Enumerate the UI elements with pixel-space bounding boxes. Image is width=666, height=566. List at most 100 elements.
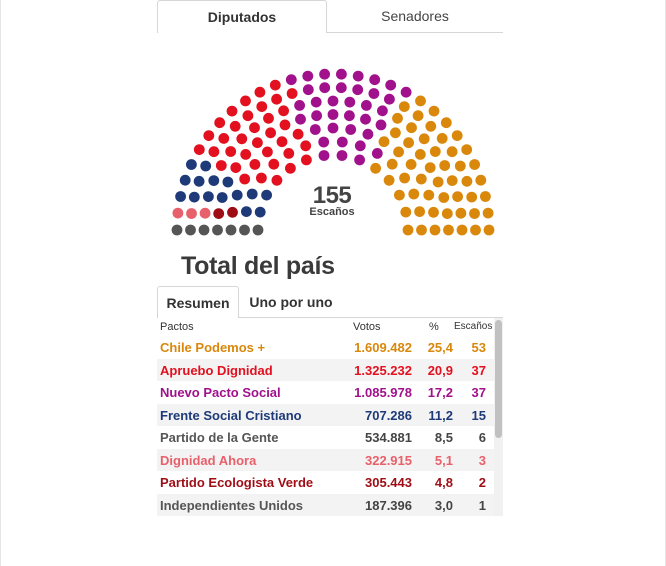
seat-dot — [443, 224, 454, 236]
seat-dot — [269, 79, 281, 91]
seat-dot — [200, 160, 212, 172]
seats-value: 53 — [471, 340, 486, 355]
seat-dot — [193, 144, 205, 156]
seats-value: 3 — [478, 452, 486, 468]
seat-dot — [249, 122, 260, 134]
seat-dot — [268, 158, 280, 170]
seats-value: 2 — [478, 475, 486, 490]
seat-dot — [310, 96, 322, 108]
pct-value: 25,4 — [427, 340, 453, 355]
seat-dot — [436, 133, 448, 144]
votes-value: 534.881 — [365, 430, 412, 445]
seat-dot — [227, 206, 238, 218]
seat-dot — [263, 112, 274, 124]
votes-value: 1.609.482 — [354, 340, 412, 355]
tab-diputados[interactable]: Diputados — [157, 0, 327, 33]
seat-dot — [327, 122, 339, 134]
seat-dot — [441, 208, 453, 220]
seat-dot — [371, 148, 383, 159]
tab-uno-por-uno[interactable]: Uno por uno — [249, 294, 333, 310]
votes-value: 322.915 — [365, 452, 412, 468]
seat-dot — [185, 224, 196, 236]
header-pct: % — [429, 321, 439, 333]
seat-dot — [354, 140, 366, 152]
pct-value: 11,2 — [428, 407, 453, 423]
seat-dot — [179, 174, 191, 186]
pct-value: 17,2 — [427, 385, 453, 400]
seat-dot — [301, 154, 312, 166]
seat-dot — [276, 136, 288, 148]
seat-dot — [446, 146, 458, 158]
seat-dot — [428, 105, 440, 117]
seat-dot — [414, 206, 425, 218]
seat-dot — [319, 82, 331, 94]
seat-dot — [425, 120, 437, 132]
seat-dot — [394, 189, 405, 201]
seat-dot — [399, 172, 410, 184]
left-frame-border — [0, 0, 1, 566]
tab-senadores[interactable]: Senadores — [327, 0, 503, 33]
seat-dot — [369, 74, 381, 86]
seat-dot — [428, 206, 439, 218]
seat-dot — [480, 191, 491, 202]
seat-dot — [208, 175, 220, 187]
seat-dot — [408, 188, 420, 200]
pct-value: 20,9 — [427, 362, 453, 378]
tab-resumen[interactable]: Resumen — [157, 286, 239, 318]
seat-dot — [271, 93, 282, 105]
seat-dot — [466, 191, 478, 203]
header-pactos: Pactos — [160, 321, 194, 333]
seat-dot — [416, 224, 427, 236]
seat-dot — [286, 88, 298, 99]
seat-dot — [424, 162, 436, 174]
seat-dot — [327, 109, 339, 120]
table-body: Chile Podemos + 1.609.482 25,4 53 Apruebo Di… — [157, 336, 494, 516]
seat-dot — [252, 137, 263, 149]
seat-dot — [414, 149, 426, 160]
seat-dot — [398, 101, 410, 112]
seat-dot — [300, 140, 312, 152]
seat-dot — [454, 160, 466, 172]
hemicycle-seat-chart — [171, 68, 495, 236]
seat-dot — [186, 208, 197, 219]
seat-dot — [412, 110, 424, 122]
seat-dot — [360, 113, 371, 125]
seat-dot — [222, 176, 234, 188]
scrollbar-thumb[interactable] — [495, 320, 502, 438]
seat-dot — [171, 224, 183, 236]
seat-dot — [469, 159, 480, 170]
seat-dot — [261, 189, 272, 201]
total-seats-label: Escaños — [309, 206, 355, 218]
table-row: Partido Ecologista Verde 305.443 4,8 2 — [157, 471, 494, 494]
seat-dot — [470, 224, 481, 236]
seat-dot — [239, 173, 251, 185]
seat-dot — [385, 79, 397, 91]
seat-dot — [354, 154, 365, 166]
seat-dot — [241, 206, 252, 218]
seat-dot — [390, 127, 401, 139]
seat-dot — [400, 206, 412, 218]
table-scrollbar[interactable] — [494, 318, 503, 516]
votes-value: 707.286 — [365, 407, 412, 423]
pacto-name: Frente Social Cristiano — [160, 407, 302, 423]
header-escanos: Escaños — [454, 321, 493, 332]
seat-dot — [203, 130, 215, 142]
seat-dot — [311, 110, 322, 122]
seat-dot — [415, 173, 427, 185]
seat-dot — [482, 207, 494, 219]
seat-dot — [285, 162, 296, 174]
votes-value: 1.325.232 — [354, 362, 412, 378]
seat-dot — [392, 112, 403, 124]
seat-dot — [393, 146, 404, 158]
seats-value: 6 — [478, 430, 486, 445]
table-row: Dignidad Ahora 322.915 5,1 3 — [157, 448, 494, 471]
header-votos: Votos — [353, 321, 381, 333]
seat-dot — [418, 133, 430, 145]
pct-value: 8,5 — [434, 430, 453, 445]
seat-dot — [402, 224, 414, 236]
pacto-name: Dignidad Ahora — [160, 452, 257, 468]
seat-dot — [362, 128, 374, 140]
seat-dot — [212, 224, 223, 236]
seat-dot — [230, 162, 242, 174]
pct-value: 3,0 — [434, 497, 453, 513]
